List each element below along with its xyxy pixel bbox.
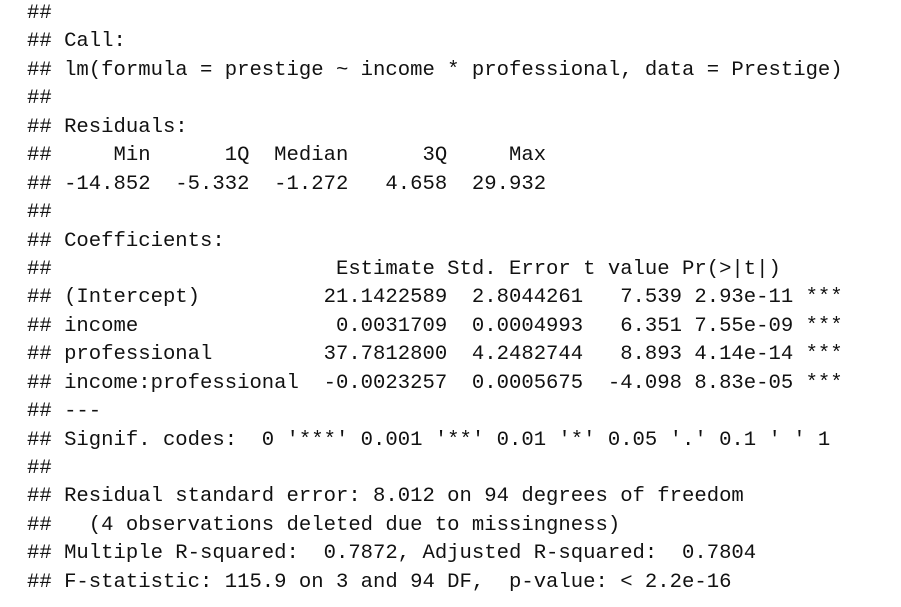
output-line: ## Multiple R-squared: 0.7872, Adjusted … <box>27 542 769 566</box>
output-line: ## F-statistic: 115.9 on 3 and 94 DF, p-… <box>27 570 732 594</box>
output-line: ## Call: <box>27 30 126 54</box>
output-line: ## -14.852 -5.332 -1.272 4.658 29.932 <box>27 172 559 196</box>
output-line: ## Min 1Q Median 3Q Max <box>27 144 559 168</box>
output-line: ## (4 observations deleted due to missin… <box>27 513 621 537</box>
output-line: ## --- <box>27 400 102 424</box>
output-line: ## Residual standard error: 8.012 on 94 … <box>27 485 744 509</box>
output-line: ## <box>27 201 52 225</box>
output-line: ## lm(formula = prestige ~ income * prof… <box>27 58 843 82</box>
output-line: ## <box>27 457 52 480</box>
output-line: ## <box>27 87 52 111</box>
output-line: ## Coefficients: <box>27 229 225 253</box>
output-line: ## Estimate Std. Error t value Pr(>|t|) <box>27 257 831 281</box>
output-line: ## (Intercept) 21.1422589 2.8044261 7.53… <box>27 286 843 310</box>
output-line: ## professional 37.7812800 4.2482744 8.8… <box>27 343 843 367</box>
output-lines: ## ## Call: ## lm(formula = prestige ~ inc… <box>27 0 843 597</box>
output-line: ## Residuals: <box>27 115 188 139</box>
output-line: ## Signif. codes: 0 '***' 0.001 '**' 0.0… <box>27 428 831 452</box>
output-line: ## <box>27 2 52 25</box>
output-line: ## income 0.0031709 0.0004993 6.351 7.55… <box>27 314 843 338</box>
output-line: ## income:professional -0.0023257 0.0005… <box>27 371 843 395</box>
